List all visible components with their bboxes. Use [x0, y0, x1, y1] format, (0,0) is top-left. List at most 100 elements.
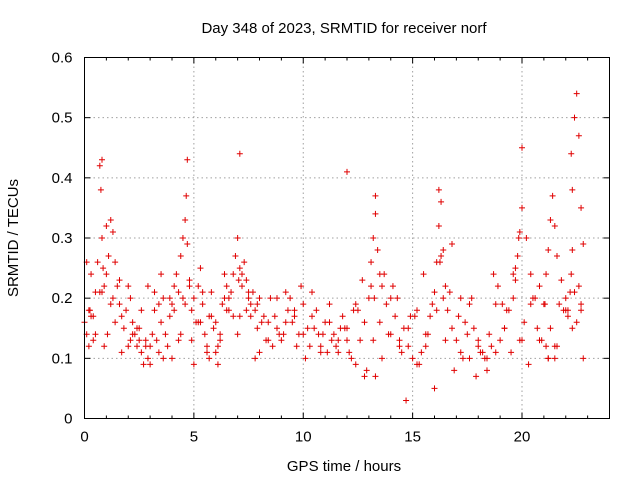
data-point — [263, 337, 270, 344]
data-point — [455, 313, 462, 320]
data-point — [162, 331, 169, 338]
data-point — [313, 307, 320, 314]
data-point — [88, 271, 95, 278]
data-point — [562, 295, 569, 302]
data-point — [409, 355, 416, 362]
data-point — [298, 283, 305, 290]
data-point — [171, 283, 178, 290]
data-point — [571, 114, 578, 121]
data-point — [158, 271, 165, 278]
data-point — [234, 331, 241, 338]
x-tick-label: 10 — [295, 429, 312, 446]
data-point — [575, 132, 582, 139]
data-point — [304, 325, 311, 332]
data-point — [346, 349, 353, 356]
data-point — [383, 301, 390, 308]
data-point — [99, 289, 105, 296]
data-point — [96, 162, 103, 169]
data-point — [372, 210, 379, 217]
data-point — [256, 349, 263, 356]
data-point — [236, 313, 243, 320]
data-point — [451, 367, 458, 374]
data-point — [183, 192, 190, 199]
data-point — [359, 277, 366, 284]
data-point — [396, 343, 403, 350]
data-point — [442, 283, 449, 290]
data-point — [239, 271, 245, 278]
data-point — [457, 295, 464, 302]
data-point — [184, 156, 191, 163]
data-point — [186, 283, 193, 290]
data-point — [499, 301, 506, 308]
data-point — [486, 331, 493, 338]
data-point — [101, 283, 108, 290]
data-point — [317, 343, 324, 350]
data-point — [352, 301, 359, 308]
data-point — [311, 325, 318, 332]
data-point — [153, 337, 160, 344]
data-point — [269, 343, 276, 350]
data-point — [521, 319, 528, 326]
data-point — [114, 283, 121, 290]
data-point — [536, 337, 543, 344]
data-point — [282, 289, 289, 296]
data-point — [352, 361, 359, 368]
data-point — [252, 355, 259, 362]
data-point — [477, 349, 484, 356]
data-point — [184, 241, 191, 248]
data-point — [105, 253, 112, 260]
data-point — [254, 325, 261, 332]
data-point — [103, 222, 110, 229]
data-point — [418, 349, 425, 356]
data-point — [265, 319, 272, 326]
data-point — [444, 307, 451, 314]
data-point — [503, 307, 510, 314]
data-point — [199, 289, 206, 296]
data-point — [228, 289, 235, 296]
data-point — [405, 343, 412, 350]
data-point — [175, 289, 182, 296]
grid — [84, 57, 610, 419]
data-point — [438, 253, 445, 260]
data-point — [541, 301, 548, 308]
data-point — [188, 337, 195, 344]
y-axis-label: SRMTID / TECUs — [5, 179, 22, 297]
data-point — [580, 241, 587, 248]
data-point — [422, 343, 429, 350]
data-point — [536, 283, 543, 290]
data-point — [204, 343, 210, 350]
data-point — [127, 337, 134, 344]
data-point — [405, 325, 412, 332]
data-point — [158, 319, 165, 326]
data-point — [403, 397, 410, 404]
data-point — [86, 307, 93, 314]
data-point — [125, 343, 132, 350]
data-point — [138, 349, 145, 356]
data-point — [470, 325, 477, 332]
data-point — [309, 289, 315, 296]
data-point — [326, 301, 333, 308]
data-point — [199, 301, 206, 308]
data-point — [173, 271, 180, 278]
data-point — [125, 283, 132, 290]
data-point — [90, 313, 97, 320]
data-point — [568, 150, 575, 157]
data-point — [129, 331, 136, 338]
data-point — [365, 295, 372, 302]
x-tick-label: 20 — [514, 429, 531, 446]
data-point — [223, 283, 230, 290]
data-point — [394, 295, 401, 302]
data-point — [335, 349, 342, 356]
plot-frame — [84, 57, 610, 419]
data-point — [545, 355, 552, 362]
data-point — [515, 235, 522, 241]
data-point — [127, 295, 134, 302]
data-point — [129, 319, 136, 326]
data-point — [306, 343, 313, 350]
data-point — [254, 301, 261, 308]
data-point — [431, 289, 438, 296]
data-point — [179, 295, 186, 302]
data-point — [551, 222, 558, 229]
data-point — [260, 313, 267, 320]
